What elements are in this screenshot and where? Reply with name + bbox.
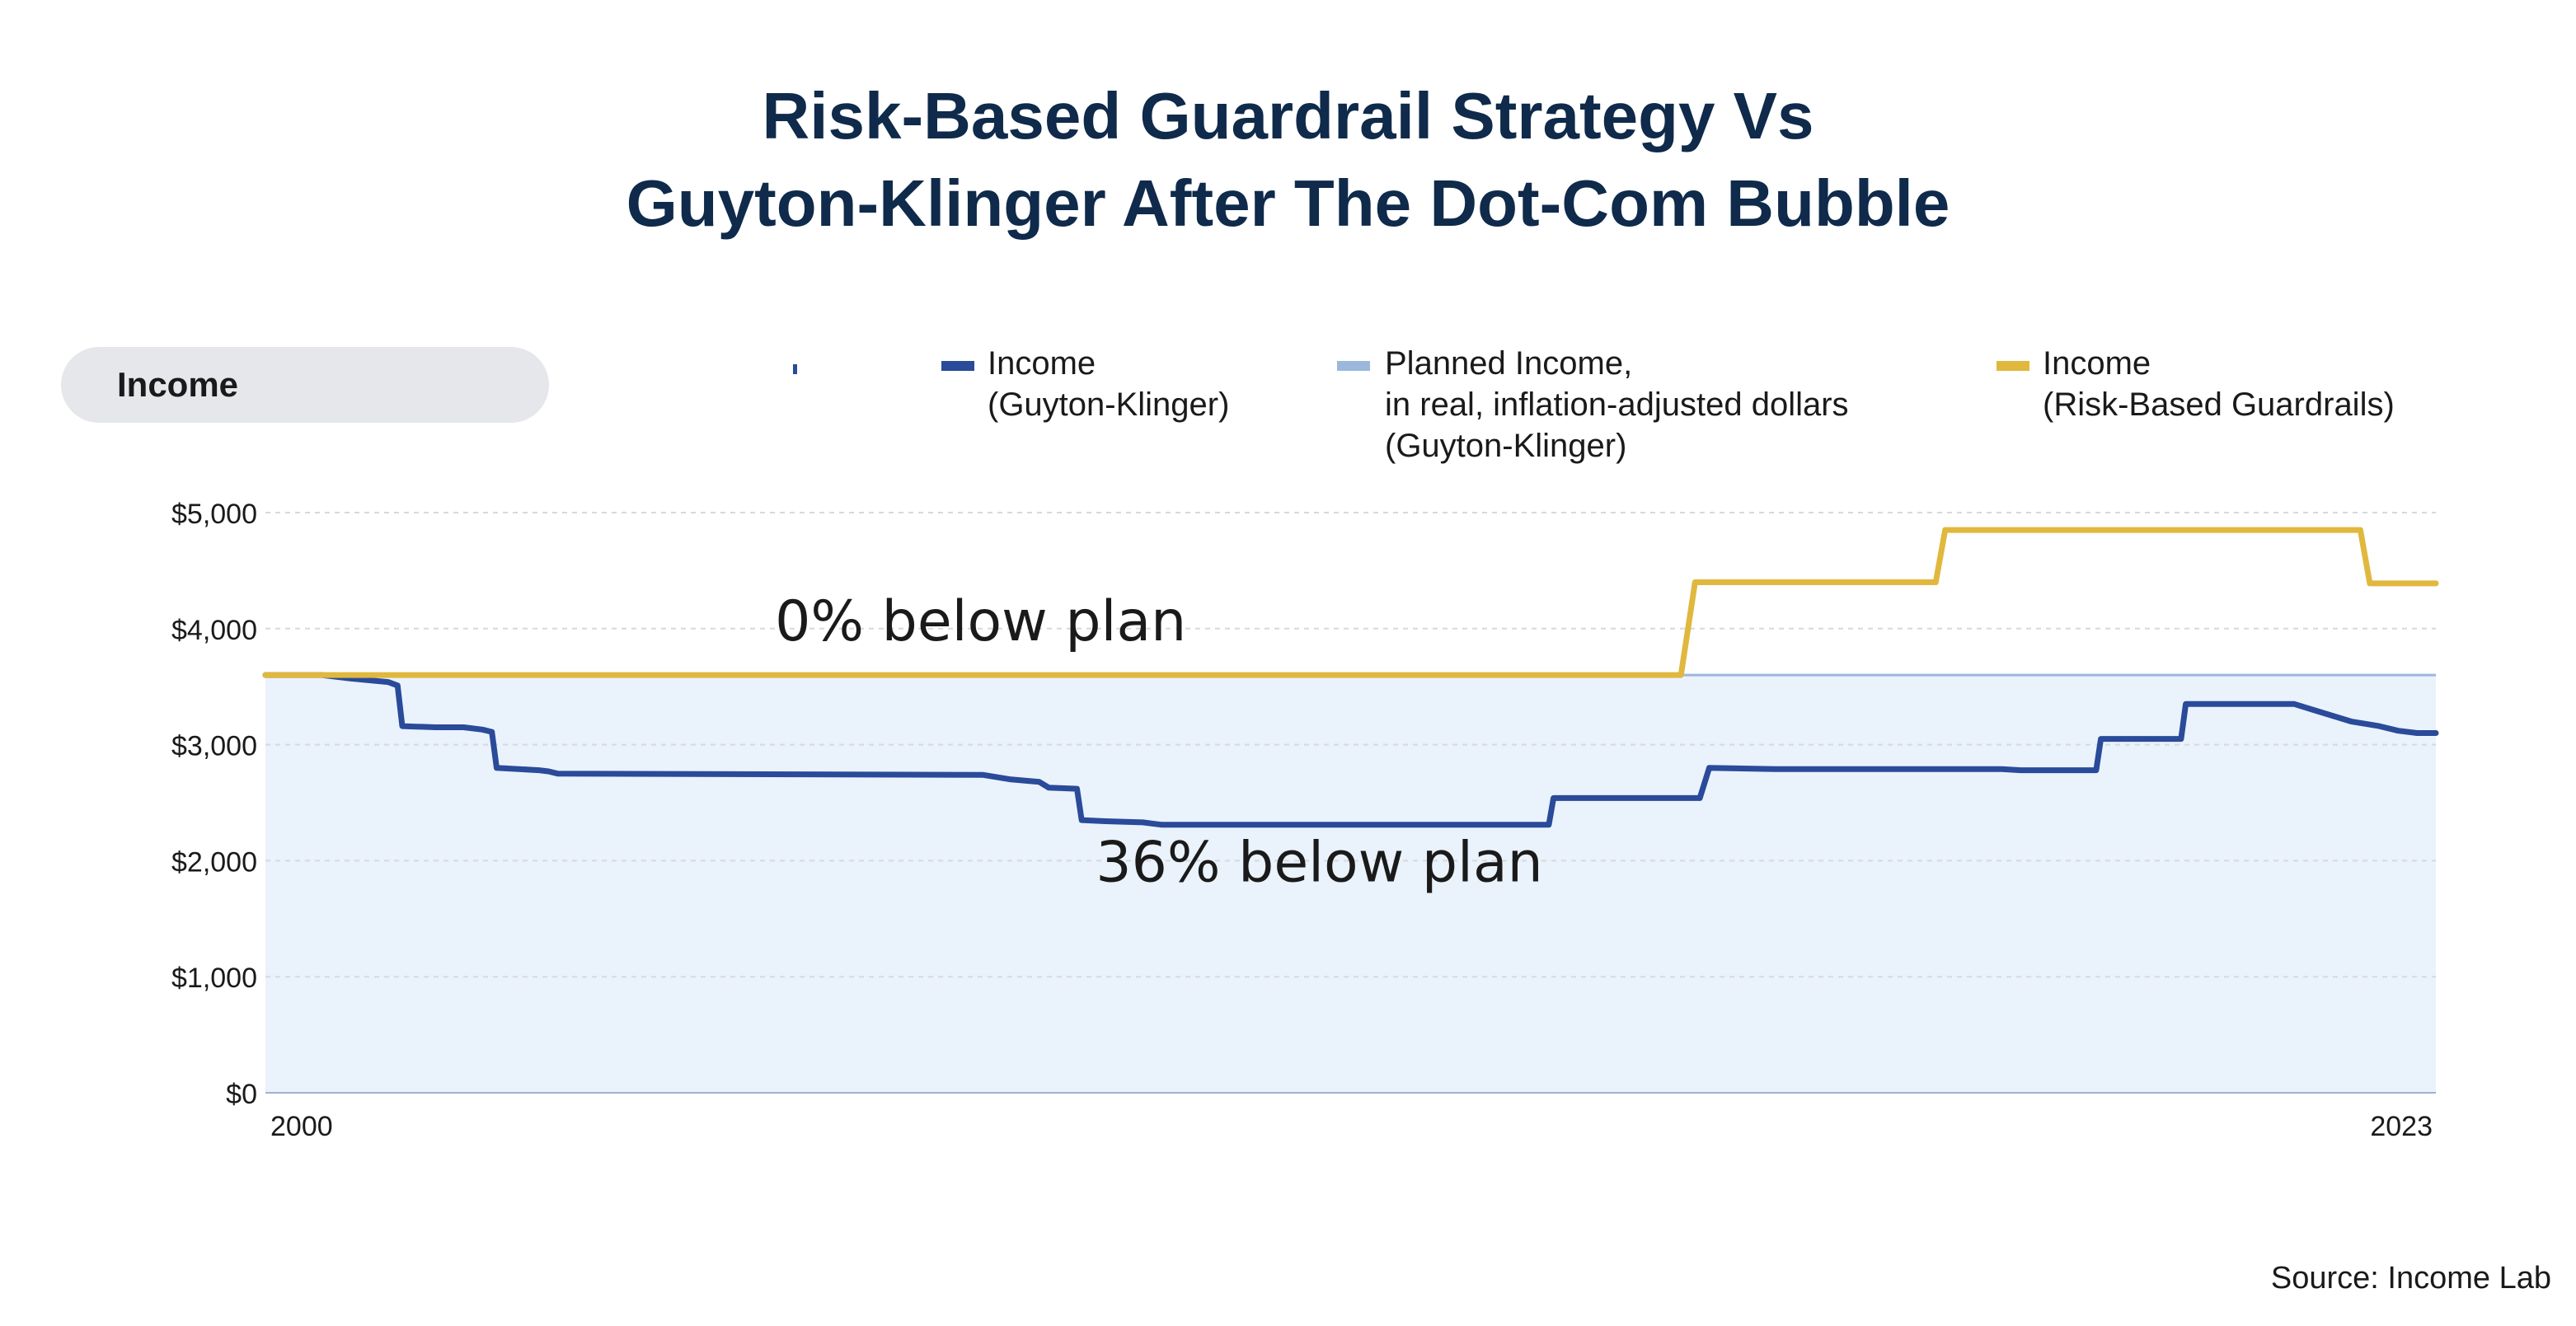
legend-label-line: (Risk-Based Guardrails) <box>2043 387 2395 423</box>
panel-label-pill: Income <box>61 347 549 423</box>
y-tick-label: $4,000 <box>171 615 257 646</box>
legend-label-line: in real, inflation-adjusted dollars <box>1385 387 1849 423</box>
planned-income-area <box>265 675 2436 1093</box>
legend-entry-income-risk-based: Income (Risk-Based Guardrails) <box>2043 343 2395 425</box>
x-tick-label: 2023 <box>2370 1111 2433 1142</box>
y-tick-label: $2,000 <box>171 846 257 878</box>
source-note: Source: Income Lab <box>2270 1261 2551 1296</box>
y-tick-label: $0 <box>226 1079 257 1110</box>
legend-label-line: (Guyton-Klinger) <box>988 387 1230 423</box>
chart-title-line-1: Risk-Based Guardrail Strategy Vs <box>762 79 1814 152</box>
chart-title: Risk-Based Guardrail Strategy Vs Guyton-… <box>0 73 2576 247</box>
legend-label-line: (Guyton-Klinger) <box>1385 428 1627 464</box>
legend-swatch-income-risk-based <box>1997 361 2029 371</box>
chart-annotation: 0% below plan <box>775 589 1186 654</box>
legend-entry-planned-income: Planned Income, in real, inflation-adjus… <box>1385 343 1849 466</box>
chart-annotation: 36% below plan <box>1096 831 1542 896</box>
x-tick-label: 2000 <box>270 1111 333 1142</box>
chart-title-line-2: Guyton-Klinger After The Dot-Com Bubble <box>626 166 1950 240</box>
legend-label-line: Income <box>2043 345 2151 382</box>
y-tick-label: $1,000 <box>171 963 257 994</box>
legend-entry-income-guyton-klinger: Income (Guyton-Klinger) <box>988 343 1229 425</box>
legend-marker-dot <box>793 364 797 374</box>
legend-swatch-income-guyton-klinger <box>941 361 974 371</box>
legend-swatch-planned-income <box>1337 361 1370 371</box>
series-line-income-risk-based <box>262 527 2439 678</box>
series-line-income-guyton-klinger <box>262 672 2439 828</box>
y-tick-label: $3,000 <box>171 731 257 762</box>
legend-label-line: Planned Income, <box>1385 345 1633 382</box>
y-tick-label: $5,000 <box>171 499 257 530</box>
panel-label: Income <box>117 365 239 404</box>
legend-label-line: Income <box>988 345 1096 382</box>
